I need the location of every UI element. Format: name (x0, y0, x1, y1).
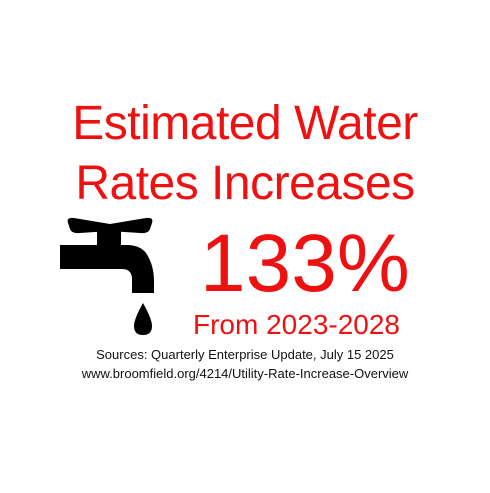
title-line-2: Rates Increases (75, 157, 415, 210)
sources-citation: Sources: Quarterly Enterprise Update, Ju… (96, 347, 394, 362)
title-line-1: Estimated Water (72, 97, 418, 150)
sources-url: www.broomfield.org/4214/Utility-Rate-Inc… (81, 366, 409, 381)
date-range: From 2023-2028 (193, 309, 401, 340)
faucet-icon (60, 217, 154, 335)
increase-percentage: 133% (200, 218, 410, 309)
